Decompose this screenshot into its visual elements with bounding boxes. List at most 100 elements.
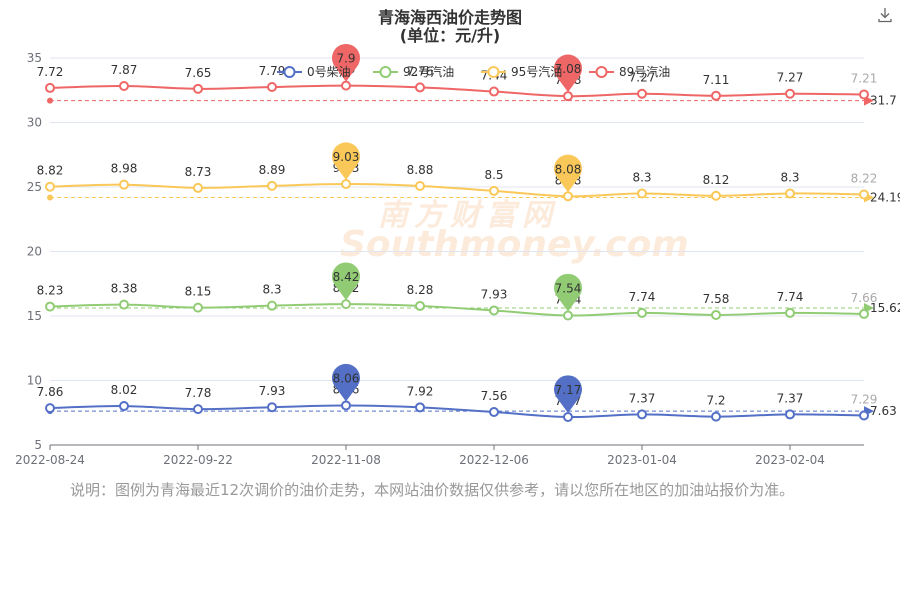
data-point <box>415 180 425 191</box>
data-point <box>637 88 647 99</box>
data-point <box>341 299 351 310</box>
data-point <box>563 91 573 102</box>
data-point <box>489 185 499 196</box>
data-label: 8.12 <box>703 173 730 187</box>
min-pin <box>554 54 583 93</box>
data-label: 7.93 <box>481 287 508 301</box>
max-pin <box>332 363 360 402</box>
data-label: 8.98 <box>111 162 138 176</box>
data-point <box>267 82 277 93</box>
min-pin-label: 7.08 <box>555 62 582 76</box>
series-line <box>49 183 865 198</box>
min-pin <box>554 154 582 193</box>
data-label: 7.93 <box>259 384 286 398</box>
data-point <box>711 90 721 101</box>
data-point <box>859 308 869 319</box>
average-label: 15.62 <box>870 301 900 315</box>
data-point <box>563 310 573 321</box>
legend-label: 0号柴油 <box>307 65 351 79</box>
average-start-dot <box>47 194 53 201</box>
data-label: 7.87 <box>111 63 138 77</box>
data-point <box>637 188 647 199</box>
x-tick-label: 2023-02-04 <box>755 453 825 467</box>
legend-swatch-dot <box>283 66 296 78</box>
y-tick-label: 5 <box>34 438 42 452</box>
x-tick-label: 2022-12-06 <box>459 453 529 467</box>
data-label: 8.82 <box>37 164 64 178</box>
download-icon[interactable] <box>876 6 894 24</box>
data-label: 8.3 <box>780 170 799 184</box>
min-pin-label: 7.54 <box>555 281 582 295</box>
y-tick-label: 10 <box>27 374 42 388</box>
min-pin <box>554 273 582 312</box>
data-point <box>785 409 795 420</box>
data-label: 7.37 <box>629 391 656 405</box>
data-label: 7.27 <box>629 71 656 85</box>
data-label: 8.88 <box>407 163 434 177</box>
data-point <box>637 409 647 420</box>
data-label: 7.78 <box>185 386 212 400</box>
min-pin <box>554 375 582 414</box>
watermark-cn: 南方财富网 <box>378 198 558 233</box>
max-pin-label: 8.06 <box>333 372 360 386</box>
data-point <box>563 412 573 423</box>
legend-label: 95号汽油 <box>511 64 562 79</box>
x-tick-label: 2022-11-08 <box>311 453 381 467</box>
data-point <box>785 188 795 199</box>
chart-note: 说明：图例为青海最近12次调价的油价走势，本网站油价数据仅供参考，请以您所在地区… <box>70 481 795 499</box>
data-point <box>859 410 869 421</box>
data-point <box>267 402 277 413</box>
data-point <box>193 182 203 193</box>
data-point <box>45 301 55 312</box>
average-start-dot <box>47 97 53 104</box>
data-label: 8.73 <box>185 165 212 179</box>
data-point <box>193 302 203 313</box>
data-point <box>119 80 129 91</box>
data-label: 7.58 <box>703 292 730 306</box>
max-pin <box>332 43 360 82</box>
data-point <box>341 400 351 411</box>
data-point <box>563 191 573 202</box>
series-line <box>49 303 865 317</box>
y-tick-label: 30 <box>27 116 42 130</box>
data-label: 7.27 <box>777 71 804 85</box>
data-label: 8.38 <box>111 282 138 296</box>
chart-subtitle: (单位：元/升) <box>399 26 501 45</box>
data-point <box>785 307 795 318</box>
series-line <box>49 404 865 419</box>
max-pin-label: 9.03 <box>333 150 360 164</box>
data-label: 8.23 <box>37 284 64 298</box>
data-point <box>711 309 721 320</box>
chart-title: 青海海西油价走势图 <box>377 8 522 27</box>
data-point <box>267 180 277 191</box>
data-point <box>415 300 425 311</box>
average-label: 7.63 <box>870 404 897 418</box>
data-point <box>267 300 277 311</box>
data-point <box>489 305 499 316</box>
x-tick-label: 2022-08-24 <box>15 453 85 467</box>
data-label: 7.11 <box>703 73 730 87</box>
data-label: 8.3 <box>632 170 651 184</box>
data-point <box>415 402 425 413</box>
data-label: 7.2 <box>706 394 725 408</box>
data-label: 7.21 <box>851 72 878 86</box>
series-line <box>49 84 865 98</box>
data-point <box>711 411 721 422</box>
data-point <box>119 401 129 412</box>
data-point <box>341 179 351 190</box>
legend-label: 92号汽油 <box>403 64 454 79</box>
data-point <box>415 82 425 93</box>
data-point <box>859 189 869 200</box>
legend-swatch-dot <box>379 66 392 78</box>
data-label: 8.02 <box>111 383 138 397</box>
data-label: 7.86 <box>37 385 64 399</box>
data-label: 8.28 <box>407 283 434 297</box>
data-label: 7.74 <box>629 290 656 304</box>
watermark: 南方财富网 Southmoney.com <box>300 190 689 280</box>
min-pin-label: 7.17 <box>555 383 582 397</box>
data-point <box>711 190 721 201</box>
data-point <box>45 82 55 93</box>
max-pin <box>332 142 360 181</box>
data-point <box>193 404 203 415</box>
